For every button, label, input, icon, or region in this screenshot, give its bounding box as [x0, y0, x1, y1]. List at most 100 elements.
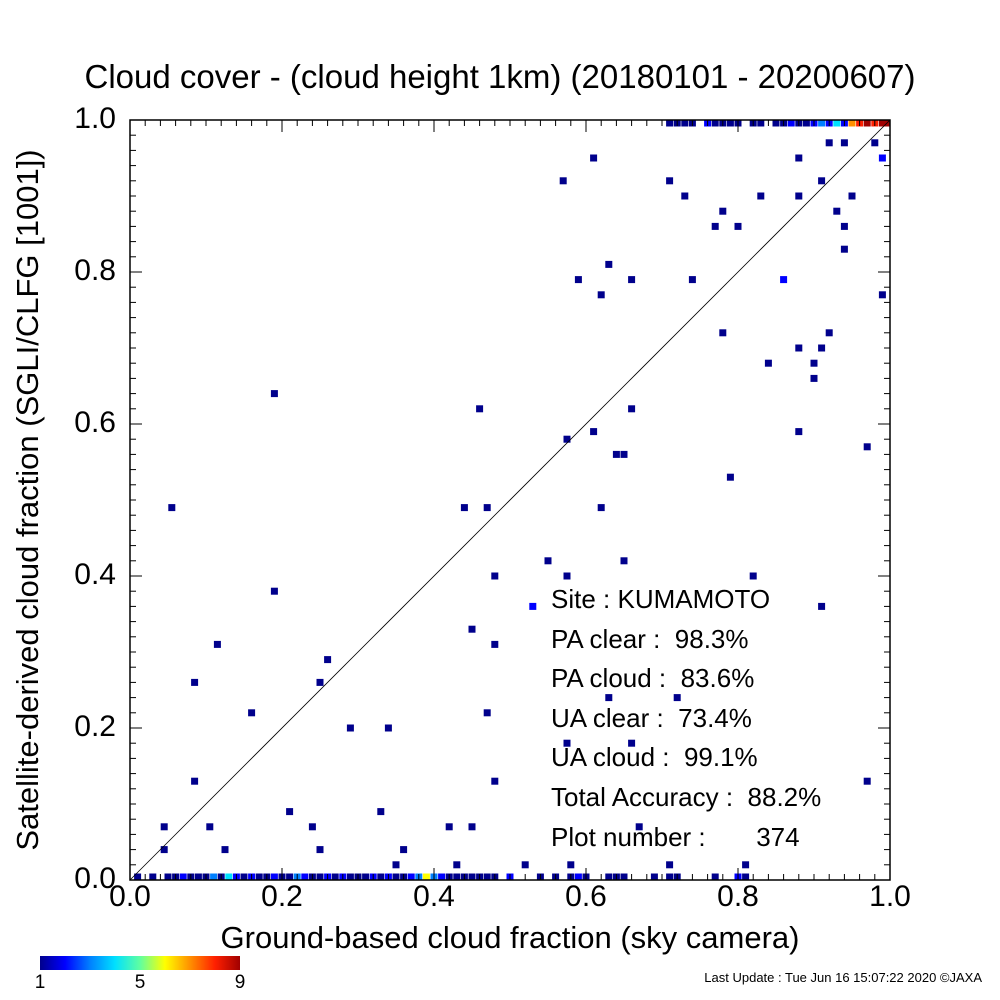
data-point [206, 823, 214, 831]
data-point [270, 390, 278, 398]
data-point [590, 428, 598, 436]
data-point [605, 260, 613, 268]
data-point [628, 739, 636, 747]
data-point [711, 222, 719, 230]
data-point [628, 276, 636, 284]
data-point [597, 504, 605, 512]
data-point [620, 873, 628, 881]
data-point [468, 823, 476, 831]
data-point [270, 873, 278, 881]
data-point [810, 374, 818, 382]
data-point [529, 602, 537, 610]
y-tick-label: 0.6 [74, 406, 116, 439]
data-point [168, 504, 176, 512]
data-point [666, 861, 674, 869]
data-point [563, 739, 571, 747]
data-point [871, 139, 879, 147]
data-point [590, 154, 598, 162]
y-tick-label: 0.8 [74, 254, 116, 287]
data-point [453, 861, 461, 869]
data-point [460, 504, 468, 512]
data-point [491, 572, 499, 580]
ua-clear-stat: UA clear : 73.4% [551, 702, 752, 733]
data-point [308, 823, 316, 831]
y-tick-label: 1.0 [74, 102, 116, 135]
data-point [605, 873, 613, 881]
data-point [681, 119, 689, 127]
statistics-annotation: Site : KUMAMOTO PA clear : 98.3% PA clou… [551, 580, 821, 857]
data-point [635, 823, 643, 831]
data-point [620, 557, 628, 565]
data-point [468, 873, 476, 881]
data-point [795, 428, 803, 436]
data-point [802, 119, 810, 127]
y-tick-label: 0.2 [74, 710, 116, 743]
data-point [666, 177, 674, 185]
data-point [734, 222, 742, 230]
data-point [179, 873, 187, 881]
data-point [445, 823, 453, 831]
x-tick-label: 0.6 [565, 880, 607, 913]
data-point [286, 808, 294, 816]
data-point [666, 119, 674, 127]
data-point [160, 846, 168, 854]
data-point [346, 724, 354, 732]
data-point [483, 504, 491, 512]
data-point [400, 846, 408, 854]
colorbar-gradient [40, 956, 240, 970]
data-point [563, 572, 571, 580]
data-point [559, 177, 567, 185]
data-point [422, 873, 430, 881]
data-point [213, 640, 221, 648]
site-label: Site : KUMAMOTO [551, 584, 771, 614]
data-point [377, 873, 385, 881]
data-point [191, 777, 199, 785]
data-point [483, 873, 491, 881]
total-accuracy-stat: Total Accuracy : 88.2% [551, 781, 822, 812]
data-point [225, 873, 233, 881]
data-point [787, 119, 795, 127]
data-point [882, 119, 890, 127]
data-point [255, 873, 263, 881]
data-point [666, 873, 674, 881]
colorbar-tick-label: 1 [34, 972, 46, 993]
data-point [818, 344, 826, 352]
data-point [818, 119, 826, 127]
x-tick-label: 0.8 [717, 880, 759, 913]
data-point [316, 846, 324, 854]
data-point [863, 443, 871, 451]
data-point [840, 222, 848, 230]
data-point [210, 873, 218, 881]
data-point [863, 777, 871, 785]
plot-number-stat: Plot number : 374 [551, 821, 800, 852]
one-to-one-line [129, 119, 891, 881]
data-point [331, 873, 339, 881]
ua-cloud-stat: UA cloud : 99.1% [551, 742, 758, 773]
data-point [711, 119, 719, 127]
colorbar-tick-label: 9 [234, 972, 246, 993]
data-point [301, 873, 309, 881]
data-point [749, 572, 757, 580]
pa-clear-stat: PA clear : 98.3% [551, 623, 749, 654]
data-point [726, 473, 734, 481]
data-point [521, 861, 529, 869]
data-point [491, 777, 499, 785]
data-point [407, 873, 415, 881]
data-point [772, 119, 780, 127]
axis-ticks [129, 119, 891, 881]
data-point [818, 602, 826, 610]
data-point [491, 640, 499, 648]
data-point [191, 678, 199, 686]
data-point [719, 329, 727, 337]
data-point [453, 873, 461, 881]
last-update-footer: Last Update : Tue Jun 16 15:07:22 2020 ©… [704, 970, 982, 985]
data-point [270, 587, 278, 595]
data-point [863, 119, 871, 127]
data-point [650, 873, 658, 881]
data-point [764, 359, 772, 367]
data-point [468, 625, 476, 633]
data-point [362, 873, 370, 881]
colorbar-tick-label: 5 [134, 972, 146, 993]
colorbar [40, 956, 240, 970]
